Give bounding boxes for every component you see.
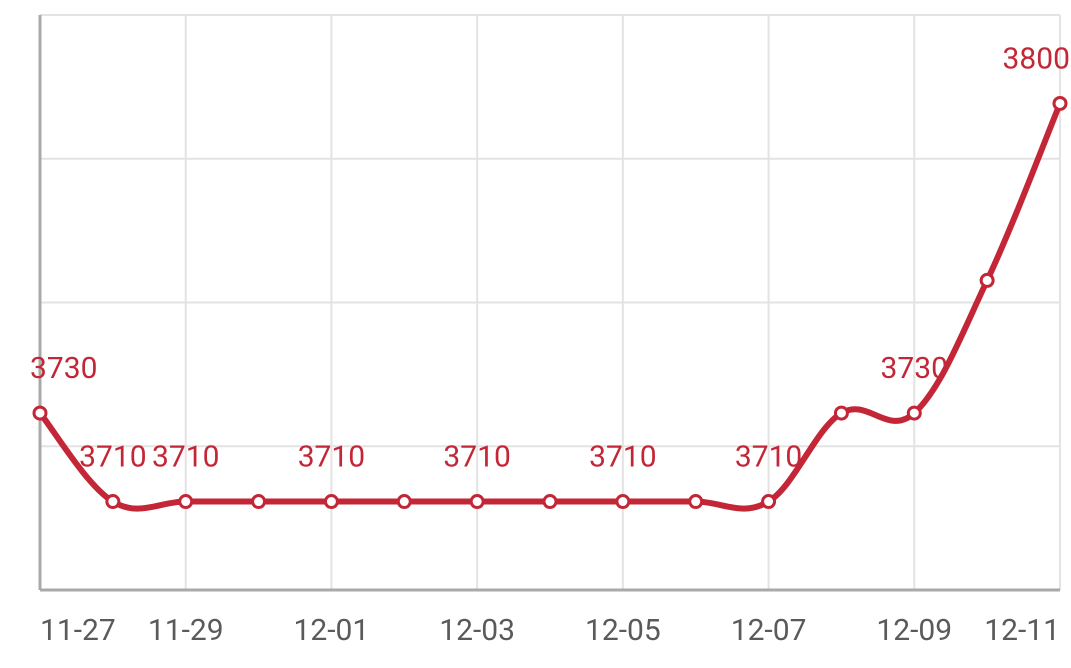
data-point <box>835 407 847 419</box>
data-point <box>617 496 629 508</box>
x-tick-label: 12-11 <box>984 613 1060 648</box>
data-label: 3800 <box>1003 41 1070 76</box>
data-point <box>107 496 119 508</box>
data-label: 3710 <box>443 440 510 475</box>
data-point <box>253 496 265 508</box>
data-label: 3710 <box>298 440 365 475</box>
data-point <box>180 496 192 508</box>
x-tick-label: 12-07 <box>731 613 807 648</box>
data-point <box>908 407 920 419</box>
x-tick-label: 12-03 <box>439 613 515 648</box>
x-tick-label: 12-09 <box>876 613 952 648</box>
data-point <box>981 274 993 286</box>
data-point <box>398 496 410 508</box>
data-point <box>690 496 702 508</box>
line-chart-container: 37303710371037103710371037103730380011-2… <box>0 0 1071 668</box>
x-tick-label: 12-05 <box>585 613 661 648</box>
data-point <box>34 407 46 419</box>
x-tick-label: 12-01 <box>294 613 370 648</box>
chart-bg <box>0 0 1071 668</box>
data-point <box>1054 97 1066 109</box>
line-chart: 37303710371037103710371037103730380011-2… <box>0 0 1071 668</box>
data-point <box>325 496 337 508</box>
data-label: 3730 <box>30 351 97 386</box>
data-label: 3710 <box>735 440 802 475</box>
x-tick-label: 11-29 <box>148 613 224 648</box>
data-point <box>544 496 556 508</box>
x-tick-label: 11-27 <box>40 613 116 648</box>
data-label: 3710 <box>79 440 146 475</box>
data-point <box>471 496 483 508</box>
data-point <box>763 496 775 508</box>
data-label: 3710 <box>589 440 656 475</box>
data-label: 3710 <box>152 440 219 475</box>
data-label: 3730 <box>881 351 948 386</box>
